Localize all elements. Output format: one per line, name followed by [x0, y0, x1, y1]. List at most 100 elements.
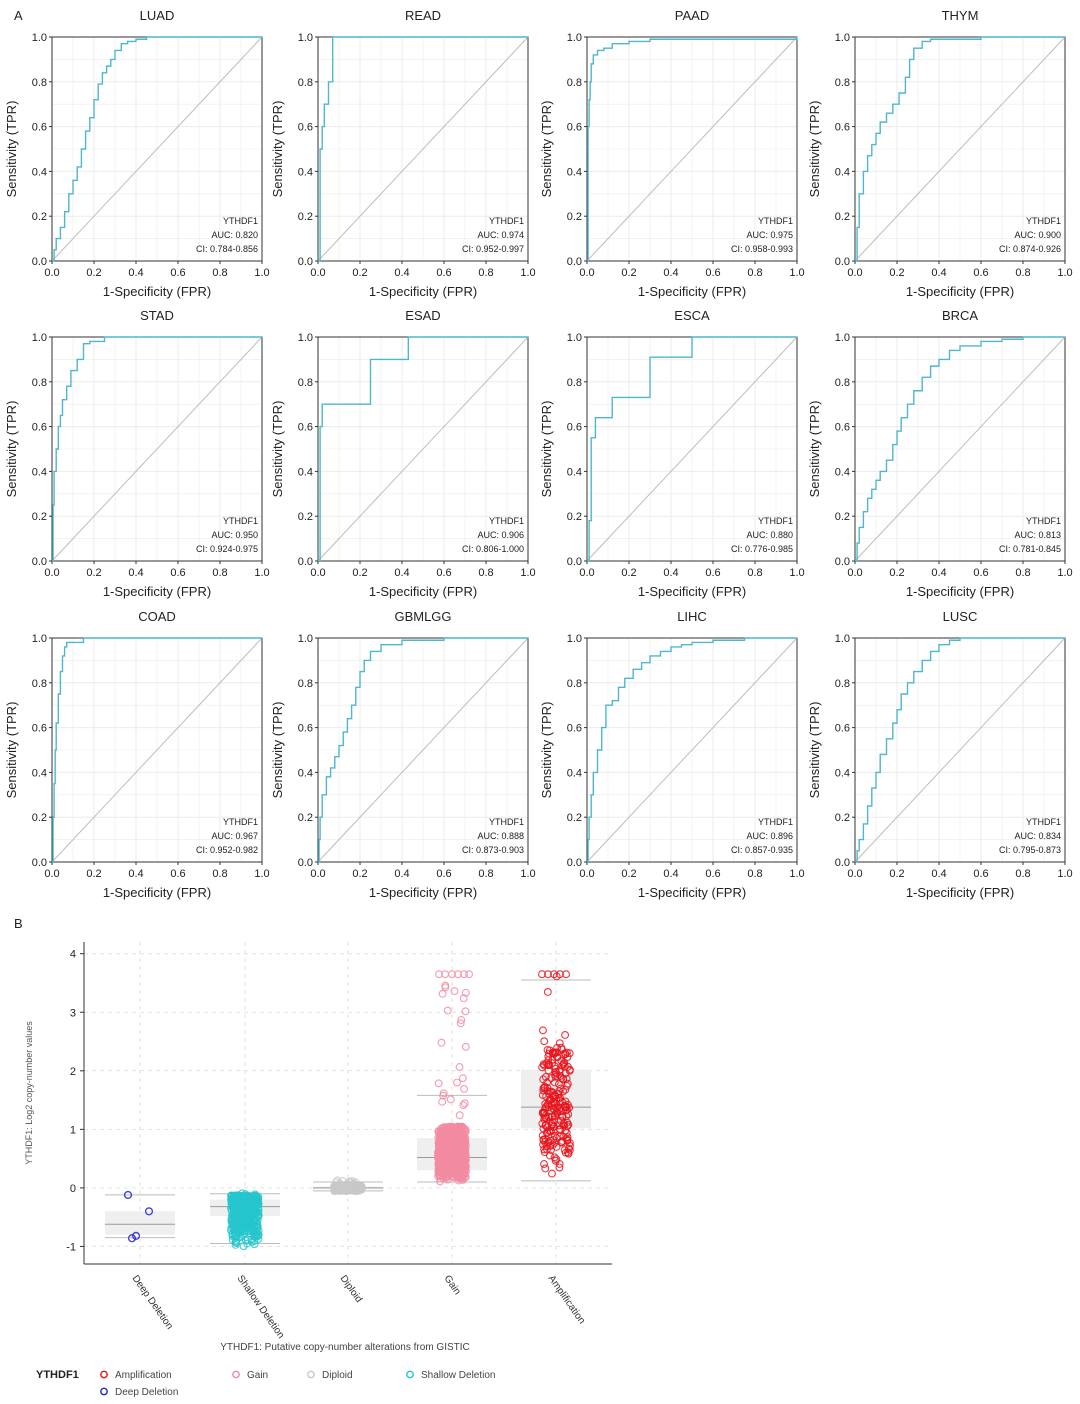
data-point [446, 1164, 455, 1173]
data-point [439, 1154, 448, 1163]
roc-legend-title: YTHDF1 [1026, 817, 1061, 827]
x-tick-label: 1.0 [254, 868, 269, 880]
data-point [566, 1141, 574, 1150]
roc-curve [587, 637, 797, 863]
y-tick-label: 0.2 [32, 511, 47, 523]
y-tick-label: 1.0 [835, 633, 850, 645]
category-diploid [313, 1176, 383, 1196]
data-point [543, 1045, 552, 1054]
y-tick-label: 0.2 [298, 211, 313, 223]
y-tick-label: 0 [70, 1183, 76, 1195]
y-tick-label: 0.4 [298, 767, 313, 779]
auc-value: AUC: 0.896 [746, 831, 793, 841]
y-tick-label: 0.0 [298, 556, 313, 568]
data-point [553, 1108, 562, 1117]
x-tick-label: 0.4 [394, 868, 409, 880]
data-point [243, 1239, 252, 1248]
data-point [561, 1031, 570, 1039]
y-axis-label: Sensitivity (TPR) [807, 401, 822, 498]
data-point [558, 1113, 567, 1121]
ci-value: CI: 0.784-0.856 [196, 244, 258, 254]
roc-curve [318, 637, 528, 863]
data-point [565, 1066, 574, 1075]
plot-frame [586, 637, 798, 863]
y-axis-label: Sensitivity (TPR) [4, 101, 19, 198]
data-point [254, 1226, 263, 1235]
data-point [551, 1064, 560, 1073]
x-axis-label: 1-Specificity (FPR) [103, 885, 211, 900]
x-tick-label: 0.2 [621, 868, 636, 880]
y-tick-label: 0.8 [567, 77, 582, 89]
data-point [460, 1099, 469, 1108]
data-points [330, 1176, 366, 1196]
x-tick-label: 0.0 [847, 567, 862, 579]
auc-value: AUC: 0.813 [1014, 530, 1061, 540]
auc-value: AUC: 0.820 [211, 230, 258, 240]
x-tick-label: 0.4 [931, 567, 946, 579]
data-points [538, 970, 574, 1178]
data-point [461, 1042, 470, 1051]
x-axis-label: 1-Specificity (FPR) [103, 584, 211, 599]
data-point [441, 983, 450, 992]
data-point [556, 970, 564, 979]
data-point [563, 1133, 572, 1142]
data-point [229, 1224, 238, 1233]
data-point [461, 1173, 470, 1182]
y-tick-label: 0.2 [32, 812, 47, 824]
legend-item-label: Shallow Deletion [421, 1370, 496, 1381]
y-tick-label: 0.4 [835, 767, 850, 779]
roc-curve [587, 336, 797, 562]
data-point [452, 1160, 461, 1169]
y-tick-label: 1.0 [32, 32, 47, 44]
y-tick-label: 0.4 [567, 166, 582, 178]
x-tick-label: 0.8 [478, 267, 493, 279]
y-tick-label: 0.8 [32, 377, 47, 389]
y-tick-label: 1.0 [835, 32, 850, 44]
roc-panel-paad: 0.00.0 0.2 0.2 0.4 0.4 0.6 0.6 0.8 0.8 1.0 1.0 PAAD… [539, 8, 805, 299]
x-axis-label: 1-Specificity (FPR) [638, 885, 746, 900]
data-point [539, 1086, 548, 1095]
cna-y-axis-label: YTHDF1: Log2 copy-number values [24, 1021, 34, 1165]
x-tick-label: 0.0 [847, 868, 862, 880]
y-tick-label: 0.2 [32, 211, 47, 223]
data-point [459, 1140, 468, 1149]
x-tick-label: 0.4 [663, 267, 678, 279]
data-point [545, 1151, 554, 1160]
x-tick-label: 0.0 [310, 267, 325, 279]
data-point [242, 1207, 251, 1216]
roc-panel-read: 0.00.0 0.2 0.2 0.4 0.4 0.6 0.6 0.8 0.8 1.0 1.0 READ… [270, 8, 536, 299]
y-tick-label: 0.8 [835, 678, 850, 690]
x-tick-label: 0.6 [436, 267, 451, 279]
ci-value: CI: 0.806-1.000 [462, 544, 524, 554]
y-tick-label: 0.4 [835, 166, 850, 178]
data-point [449, 1167, 457, 1175]
y-tick-label: 0.0 [835, 857, 850, 869]
plot-frame [854, 36, 1066, 262]
y-tick-label: 0.6 [567, 122, 582, 134]
x-tick-label: 0.8 [747, 267, 762, 279]
data-point [557, 1043, 566, 1052]
data-point [563, 1048, 571, 1057]
data-point [550, 1078, 559, 1087]
data-point [230, 1226, 239, 1235]
legend-marker [232, 1370, 240, 1379]
y-tick-label: 0.8 [32, 77, 47, 89]
data-point [552, 1155, 561, 1164]
y-tick-label: 0.0 [298, 256, 313, 268]
roc-panel-brca: 0.00.0 0.2 0.2 0.4 0.4 0.6 0.6 0.8 0.8 1.0 1.0 BRCA… [807, 308, 1073, 599]
x-tick-label: 1.0 [789, 567, 804, 579]
y-tick-label: 1.0 [298, 32, 313, 44]
roc-panel-coad: 0.00.0 0.2 0.2 0.4 0.4 0.6 0.6 0.8 0.8 1.0 1.0 COAD… [4, 609, 270, 900]
data-point [234, 1207, 243, 1216]
cna-x-axis-label: YTHDF1: Putative copy-number alterations… [220, 1342, 470, 1353]
data-point [230, 1197, 239, 1206]
data-point [238, 1202, 246, 1211]
y-tick-label: 3 [70, 1007, 76, 1019]
roc-panel-gbmlgg: 0.00.0 0.2 0.2 0.4 0.4 0.6 0.6 0.8 0.8 1.0 1.0 GBML… [270, 609, 536, 900]
y-tick-label: 0.6 [32, 122, 47, 134]
roc-panel-thym: 0.00.0 0.2 0.2 0.4 0.4 0.6 0.6 0.8 0.8 1.0 1.0 THYM… [807, 8, 1073, 299]
data-point [436, 1134, 444, 1143]
category-gain [417, 970, 487, 1186]
y-tick-label: 0.8 [567, 678, 582, 690]
